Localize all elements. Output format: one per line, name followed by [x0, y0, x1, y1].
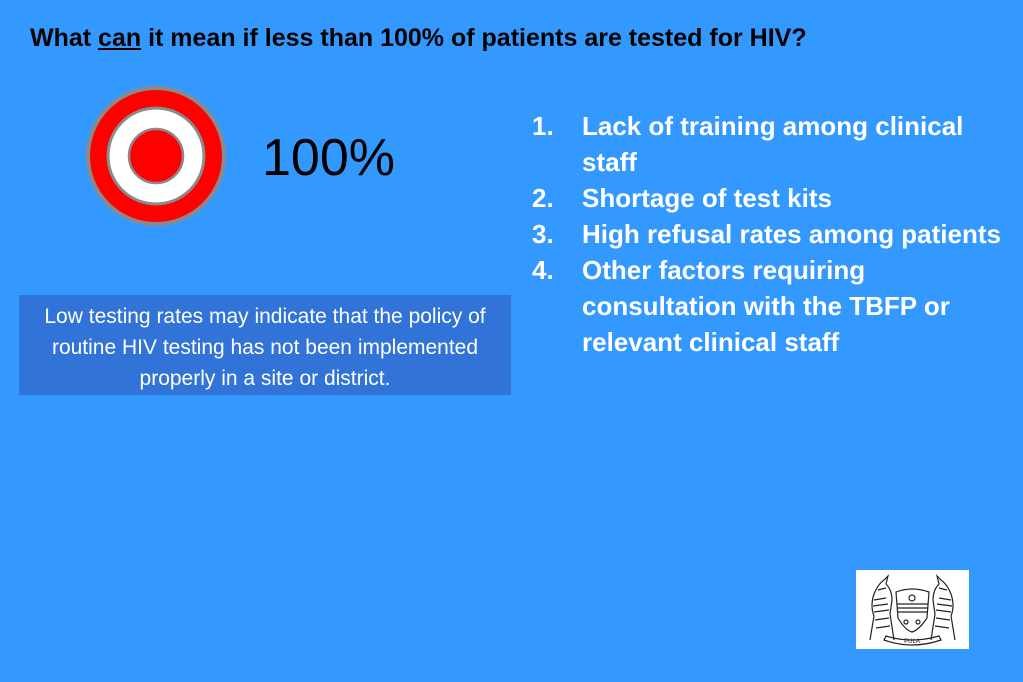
- emblem-motto: PULA: [904, 639, 920, 645]
- list-item-number: 1.: [532, 111, 554, 141]
- list-item-text: High refusal rates among patients: [582, 219, 1001, 249]
- title-prefix: What: [30, 24, 99, 52]
- title-suffix: it mean if less than 100% of patients ar…: [141, 24, 807, 52]
- list-item-text: Shortage of test kits: [582, 183, 832, 213]
- reasons-list: 1. Lack of training among clinical staff …: [532, 108, 1017, 360]
- list-item-text: Lack of training among clinical staff: [582, 111, 964, 177]
- list-item-number: 4.: [532, 255, 554, 285]
- emblem-drawing: PULA: [869, 574, 956, 646]
- bullseye-target-icon: [86, 86, 226, 226]
- slide-title: What can it mean if less than 100% of pa…: [30, 24, 1010, 53]
- list-item: 3. High refusal rates among patients: [532, 216, 1017, 252]
- target-value: 100%: [262, 129, 395, 187]
- coat-of-arms-emblem: PULA: [856, 570, 969, 649]
- list-item-number: 2.: [532, 183, 554, 213]
- list-item: 4. Other factors requiring consultation w…: [532, 252, 1017, 360]
- list-item: 1. Lack of training among clinical staff: [532, 108, 1017, 180]
- list-item-number: 3.: [532, 219, 554, 249]
- title-emphasis: can: [98, 24, 142, 52]
- callout-box: Low testing rates may indicate that the …: [19, 295, 511, 395]
- list-item: 2. Shortage of test kits: [532, 180, 1017, 216]
- list-item-text: Other factors requiring consultation wit…: [582, 255, 950, 357]
